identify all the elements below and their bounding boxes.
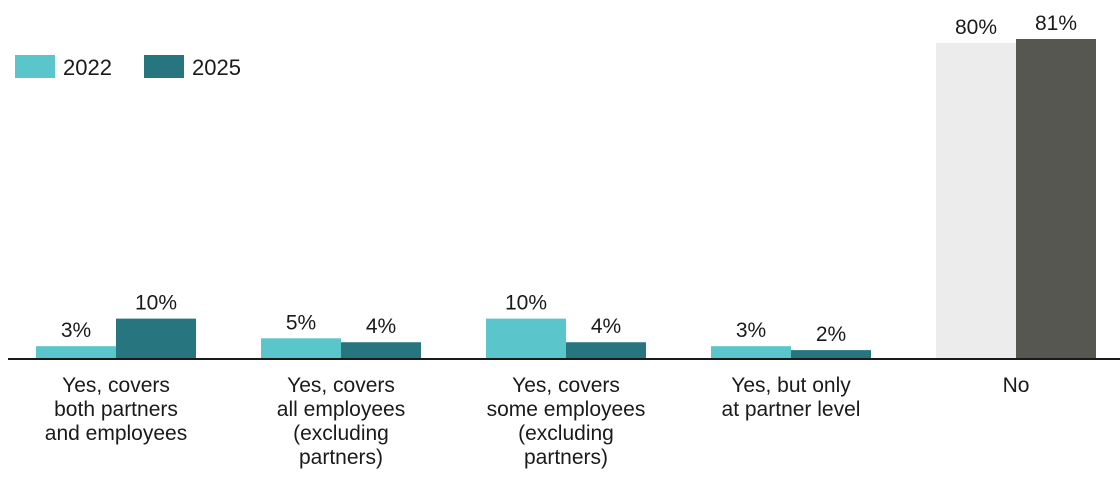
category-label-line: at partner level: [722, 398, 861, 421]
category-label-line: some employees: [487, 398, 646, 421]
category-label-line: Yes, but only: [731, 374, 851, 397]
legend-label-2022: 2022: [63, 55, 112, 80]
category-label-1: Yes, covers all employees (excluding partne…: [277, 374, 405, 469]
legend: 2022 2025: [15, 55, 241, 80]
category-label-2: Yes, covers some employees (excluding partn…: [487, 374, 646, 469]
bar-2025-cat1: [341, 342, 421, 358]
category-label-line: Yes, covers: [62, 374, 170, 397]
category-label-0: Yes, covers both partners and employees: [45, 374, 187, 445]
bar-2022-cat3: [711, 346, 791, 358]
bar-labels-group: 3% 10% 5% 4% 10% 4% 3% 2% 80% 81%: [61, 12, 1077, 346]
bar-value-label-2025-cat4: 81%: [1035, 12, 1077, 35]
bar-value-label-2022-cat1: 5%: [286, 311, 316, 334]
bar-value-label-2025-cat1: 4%: [366, 315, 396, 338]
bar-value-label-2025-cat3: 2%: [816, 323, 846, 346]
category-labels-group: Yes, covers both partners and employeesYes…: [45, 374, 1030, 469]
legend-swatch-2022: [15, 55, 55, 78]
category-label-line: both partners: [54, 398, 178, 421]
bar-value-label-2025-cat2: 4%: [591, 315, 621, 338]
bar-2025-cat0: [116, 318, 196, 358]
bar-value-label-2025-cat0: 10%: [135, 292, 177, 315]
bar-2022-cat1: [261, 338, 341, 358]
category-label-line: partners): [524, 446, 608, 469]
category-label-line: (excluding: [518, 422, 614, 445]
legend-label-2025: 2025: [192, 55, 241, 80]
bar-2022-cat2: [486, 318, 566, 358]
bar-2025-cat2: [566, 342, 646, 358]
category-label-line: Yes, covers: [287, 374, 395, 397]
bar-2022-cat4: [936, 42, 1016, 359]
legend-swatch-2025: [144, 55, 184, 78]
bar-value-label-2022-cat0: 3%: [61, 319, 91, 342]
category-label-line: (excluding: [293, 422, 389, 445]
bar-value-label-2022-cat2: 10%: [505, 292, 547, 315]
category-label-4: No: [1003, 374, 1030, 397]
bar-2022-cat0: [36, 346, 116, 358]
category-label-line: all employees: [277, 398, 405, 421]
category-label-line: and employees: [45, 422, 187, 445]
bar-2025-cat3: [791, 350, 871, 358]
category-label-line: No: [1003, 374, 1030, 397]
bar-value-label-2022-cat4: 80%: [955, 16, 997, 39]
category-label-3: Yes, but only at partner level: [722, 374, 861, 421]
bar-2025-cat4: [1016, 39, 1096, 358]
category-label-line: partners): [299, 446, 383, 469]
category-label-line: Yes, covers: [512, 374, 620, 397]
bars-group: [36, 39, 1096, 359]
bar-value-label-2022-cat3: 3%: [736, 319, 766, 342]
